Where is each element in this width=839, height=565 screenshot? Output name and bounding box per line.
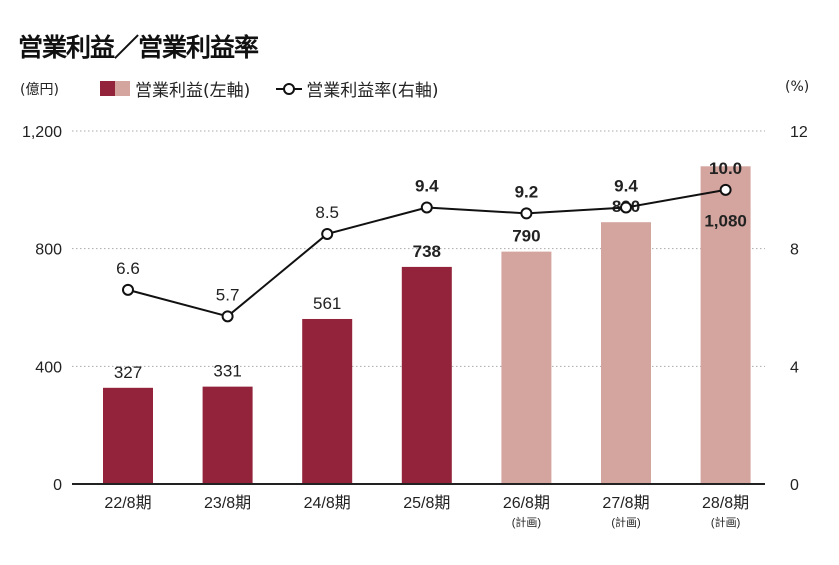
left-tick-label: 0 (53, 477, 62, 494)
rate-point (420, 201, 433, 214)
legend-swatch-plan (115, 81, 130, 96)
bar (601, 222, 651, 485)
legend-line-marker-icon (276, 82, 303, 95)
bar (302, 318, 353, 484)
bar (401, 266, 452, 484)
rate-value-label: 9.2 (515, 182, 539, 201)
rate-value-label: 8.5 (315, 203, 339, 222)
legend: 営業利益(左軸) 営業利益率(右軸) (100, 76, 439, 101)
rate-point (321, 227, 334, 240)
bar (202, 386, 253, 484)
rate-value-label: 5.7 (216, 285, 240, 304)
rate-value-label: 6.6 (116, 259, 140, 278)
x-tick-note: (計画) (512, 515, 541, 529)
bar (501, 251, 552, 484)
left-tick-label: 400 (35, 359, 62, 376)
x-tick-label: 23/8期 (204, 494, 251, 512)
x-tick-label: 22/8期 (104, 494, 151, 512)
bar-value-label: 561 (313, 294, 341, 313)
legend-line-label: 営業利益率(右軸) (306, 81, 439, 101)
bar-value-label: 790 (512, 227, 540, 246)
left-unit: (億円) (20, 82, 59, 98)
x-tick-note: (計画) (611, 515, 640, 529)
right-unit: (%) (785, 79, 810, 95)
left-tick-label: 800 (35, 242, 62, 259)
rate-point (719, 183, 732, 196)
rate-value-label: 9.4 (415, 176, 439, 195)
bar (103, 387, 153, 484)
rate-point (620, 201, 632, 214)
bar-value-label: 1,080 (704, 211, 747, 230)
bar-value-label: 738 (413, 242, 441, 261)
x-tick-label: 24/8期 (304, 494, 351, 512)
x-tick-label: 28/8期 (702, 494, 749, 512)
x-tick-note: (計画) (711, 515, 740, 529)
rate-value-label: 10.0 (709, 159, 742, 178)
bar-value-label: 327 (114, 363, 142, 382)
right-tick-label: 0 (790, 477, 799, 494)
x-tick-label: 25/8期 (403, 494, 450, 512)
right-tick-label: 4 (790, 359, 799, 376)
x-tick-label: 27/8期 (602, 494, 649, 512)
rate-point (520, 207, 533, 220)
rate-point (221, 310, 234, 323)
right-tick-label: 8 (790, 242, 799, 259)
bar-value-label: 331 (213, 362, 241, 381)
right-tick-label: 12 (790, 124, 808, 141)
legend-bar-label: 営業利益(左軸) (135, 81, 251, 101)
legend-swatch-actual (100, 81, 115, 96)
rate-value-label: 9.4 (614, 176, 638, 195)
left-tick-label: 1,200 (22, 124, 62, 141)
x-tick-label: 26/8期 (503, 494, 550, 512)
rate-point (122, 283, 134, 296)
bar (700, 166, 751, 485)
chart-title: 営業利益／営業利益率 (18, 33, 259, 62)
